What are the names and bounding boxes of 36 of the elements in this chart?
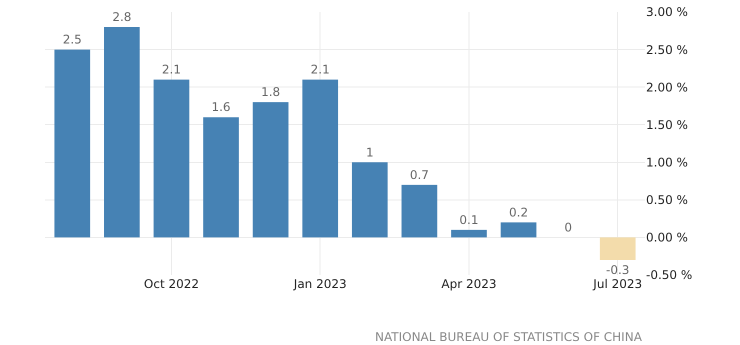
bar <box>203 117 239 238</box>
y-tick-label: 2.50 % <box>646 42 688 57</box>
data-label: 1.8 <box>261 85 280 100</box>
data-label: 0.2 <box>509 205 528 220</box>
x-tick-label: Jul 2023 <box>592 277 642 291</box>
y-tick-label: 0.00 % <box>646 230 688 245</box>
data-label: 2.8 <box>112 10 132 24</box>
data-label: 0 <box>564 220 572 234</box>
bar <box>500 222 536 238</box>
data-label: -0.3 <box>606 262 630 277</box>
bar <box>54 50 90 238</box>
data-label: 2.1 <box>162 62 181 77</box>
data-label: 2.1 <box>310 62 330 77</box>
y-tick-label: 2.00 % <box>646 80 688 94</box>
bar <box>302 80 338 238</box>
bar <box>352 162 388 238</box>
data-label: 1.6 <box>211 100 231 114</box>
x-tick-label: Apr 2023 <box>441 277 497 291</box>
y-tick-label: 3.00 % <box>646 5 688 20</box>
data-label: 2.5 <box>62 32 82 47</box>
data-label: 0.7 <box>410 168 429 182</box>
y-tick-label: -0.50 % <box>646 268 692 282</box>
bar <box>600 237 636 260</box>
y-tick-label: 1.50 % <box>646 118 688 132</box>
y-tick-label: 0.50 % <box>646 193 688 208</box>
bar <box>154 80 190 238</box>
bar <box>104 27 140 238</box>
text: NATIONAL BUREAU OF STATISTICS OF CHINA <box>375 330 643 344</box>
x-tick-label: Jan 2023 <box>292 277 347 291</box>
bar <box>252 102 288 238</box>
data-label: 0.1 <box>459 212 479 227</box>
bar <box>451 230 487 238</box>
x-tick-label: Oct 2022 <box>144 277 200 291</box>
bar <box>402 184 438 238</box>
y-tick-label: 1.00 % <box>646 155 688 170</box>
data-label: 1 <box>366 145 374 160</box>
